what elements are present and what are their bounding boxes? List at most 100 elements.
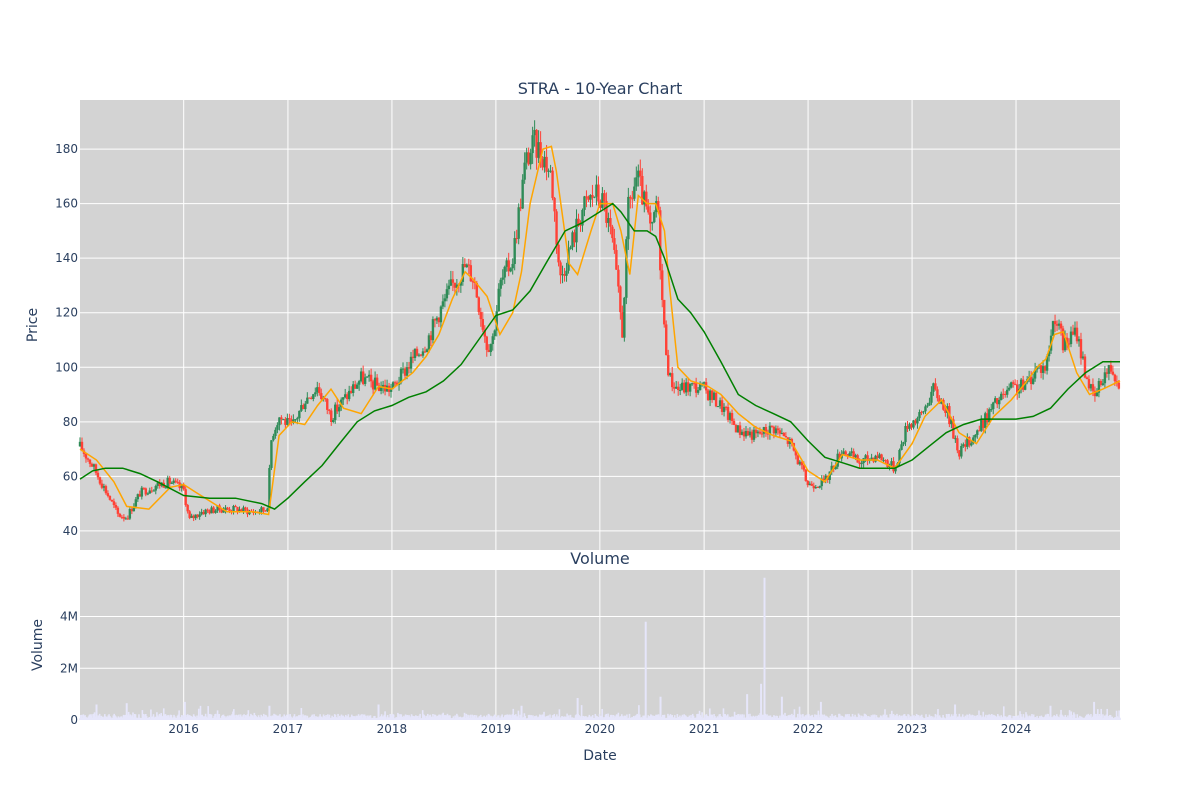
data-marks [78,120,1121,720]
candle-body [563,274,566,276]
candle-body [282,419,285,421]
candle-body [389,388,393,392]
volume-bar [696,714,698,720]
candle-down [467,258,471,274]
candle-down [557,243,560,267]
volume-bar [795,717,797,720]
volume-bar [227,715,229,720]
volume-bar [1008,715,1010,720]
volume-bar [488,714,491,720]
candle-body [495,311,498,331]
volume-bar [357,714,360,720]
volume-bar [245,715,248,720]
candle-body [513,238,516,264]
candle-down [866,451,869,466]
candle-body [184,489,187,506]
candle-body [222,510,225,513]
volume-bar [1004,716,1007,720]
candle-body [543,156,546,168]
volume-bar [1096,713,1098,720]
volume-bar [791,713,793,720]
candle-up [190,513,193,518]
candle-down [682,379,686,394]
volume-bar [515,714,517,720]
volume-bar [873,714,876,720]
volume-bar [496,717,498,720]
candle-body [828,471,831,480]
volume-bar [963,718,966,720]
candle-up [712,391,716,401]
volume-bar [802,714,804,720]
volume-bar [543,711,545,720]
candle-down [760,430,764,438]
volume-bar [1042,718,1044,720]
volume-bar [193,715,196,720]
candle-body [617,269,620,287]
volume-bar [594,713,597,720]
candle-down [262,507,265,514]
candle-body [890,461,893,466]
candle-down [371,379,375,396]
volume-bar [454,715,456,720]
candle-down [1071,324,1075,336]
volume-bar [448,715,450,720]
candle-up [930,386,933,406]
candle-up [1077,336,1081,347]
volume-bar [835,717,838,720]
candle-body [1031,378,1035,384]
volume-bar [228,715,231,720]
volume-bar [155,716,157,720]
volume-bar [435,716,438,720]
volume-bar [1029,717,1032,720]
volume-bar [506,714,509,720]
volume-bar [212,717,215,720]
candle-body [421,351,425,356]
volume-bar [111,717,114,720]
volume-bar [630,717,632,720]
volume-bar [379,716,381,720]
candle-body [553,197,556,212]
candle-body [744,430,748,437]
volume-bar [417,718,420,720]
volume-bar [548,717,550,720]
candle-up [1033,362,1037,382]
candle-body [449,279,453,286]
candle-body [381,384,385,388]
candle-up [272,433,275,442]
volume-bar [663,714,666,720]
volume-bar [785,715,787,720]
candle-up [511,258,514,275]
volume-bar [932,716,934,720]
candle-up [148,487,151,494]
volume-bar [158,713,161,720]
candle-up [417,353,421,358]
volume-bar [861,715,863,720]
candle-body [302,405,305,410]
volume-bar [1082,718,1085,720]
candle-down [1043,365,1047,374]
candle-down [326,398,329,415]
candle-body [425,349,429,353]
volume-bar [562,716,564,720]
volume-bar [218,713,221,720]
candle-body [758,431,762,434]
volume-bar [650,715,653,720]
volume-bar [783,716,785,720]
candle-down [784,432,788,438]
candle-body [347,390,351,400]
candle-down [168,475,171,487]
volume-bar [206,717,209,720]
volume-bar [364,715,367,720]
candle-up [421,348,425,358]
volume-bar [699,715,702,720]
volume-bar [891,710,893,720]
candle-body [788,439,792,444]
candle-body [523,162,526,180]
volume-bar [438,714,441,720]
volume-bar [231,714,233,720]
volume-bar [303,716,305,720]
volume-bar [869,716,872,720]
volume-bar [240,716,243,720]
volume-bar [695,717,697,720]
candle-down [934,378,937,391]
